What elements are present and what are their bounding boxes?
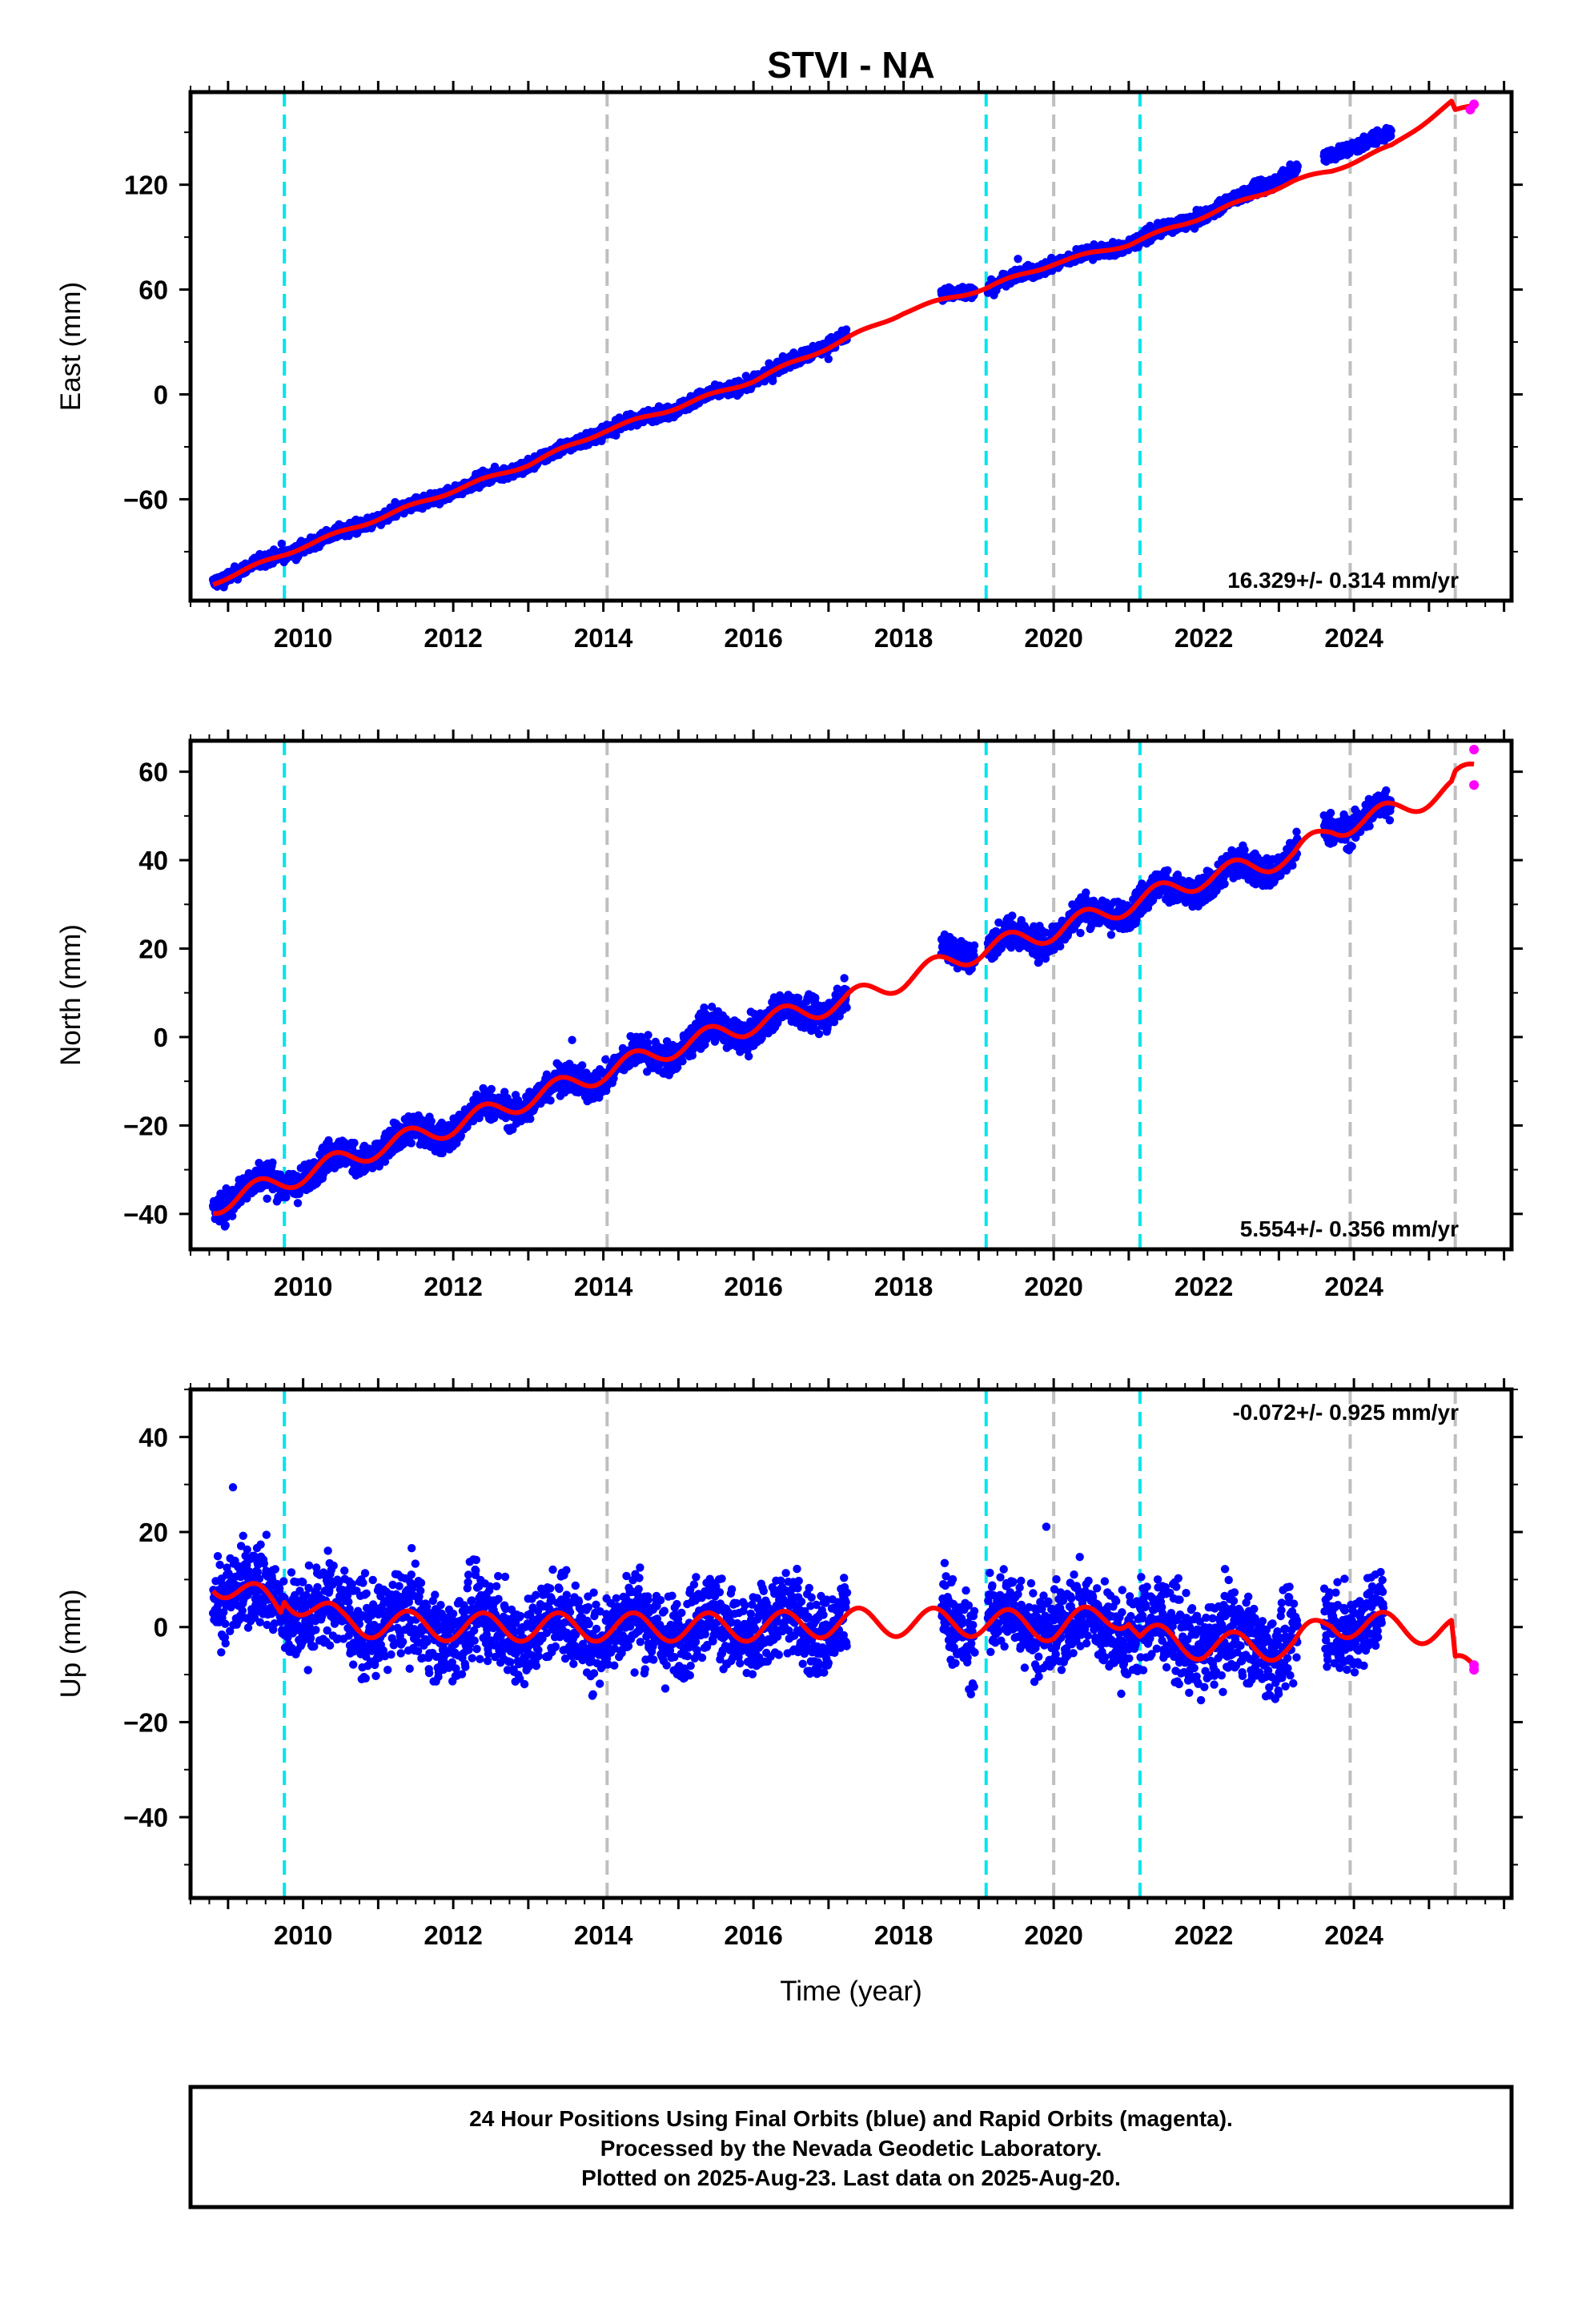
- final-point: [824, 355, 833, 364]
- x-tick-label: 2020: [1024, 623, 1082, 653]
- final-point: [427, 1117, 436, 1126]
- x-tick-label: 2018: [874, 623, 933, 653]
- final-point: [769, 376, 777, 385]
- data-layer: [208, 99, 1480, 592]
- east-panel: −60 0 60 120 2010 2012 2014 2016 2018 2020 2022 202…: [55, 81, 1523, 653]
- rate-label: 16.329+/- 0.314 mm/yr: [1227, 568, 1459, 593]
- y-tick-label: −60: [123, 485, 168, 514]
- y-tick-label: 60: [139, 275, 168, 305]
- final-point: [277, 539, 286, 549]
- final-point: [546, 1096, 555, 1105]
- final-point: [578, 1061, 587, 1070]
- final-point: [293, 1199, 303, 1208]
- final-point: [814, 1030, 824, 1039]
- final-point: [268, 1158, 277, 1167]
- final-point: [263, 1194, 271, 1204]
- x-tick-label: 2014: [574, 623, 633, 653]
- final-point: [1387, 127, 1395, 135]
- final-point: [644, 1031, 652, 1039]
- y-axis-label: East (mm): [55, 282, 86, 411]
- x-tick-label: 2024: [1324, 623, 1383, 653]
- y-tick-label: 0: [154, 380, 168, 410]
- chart-title: STVI - NA: [767, 44, 935, 86]
- final-point: [487, 1084, 496, 1094]
- final-point: [811, 993, 820, 1003]
- final-point: [350, 1139, 359, 1148]
- x-tick-label: 2012: [424, 623, 482, 653]
- final-point: [221, 1220, 230, 1230]
- final-point: [1293, 162, 1303, 171]
- x-tick-label: 2022: [1174, 623, 1233, 653]
- final-point: [568, 1035, 576, 1044]
- final-point: [745, 1051, 753, 1061]
- y-tick-label: 120: [124, 171, 168, 200]
- final-point: [1014, 255, 1022, 263]
- final-point: [678, 1057, 687, 1066]
- x-tick-label: 2016: [724, 623, 782, 653]
- rapid-point: [1469, 99, 1480, 110]
- x-tick-label: 2010: [274, 623, 332, 653]
- data-layer: [208, 745, 1480, 1231]
- final-point: [407, 1139, 416, 1148]
